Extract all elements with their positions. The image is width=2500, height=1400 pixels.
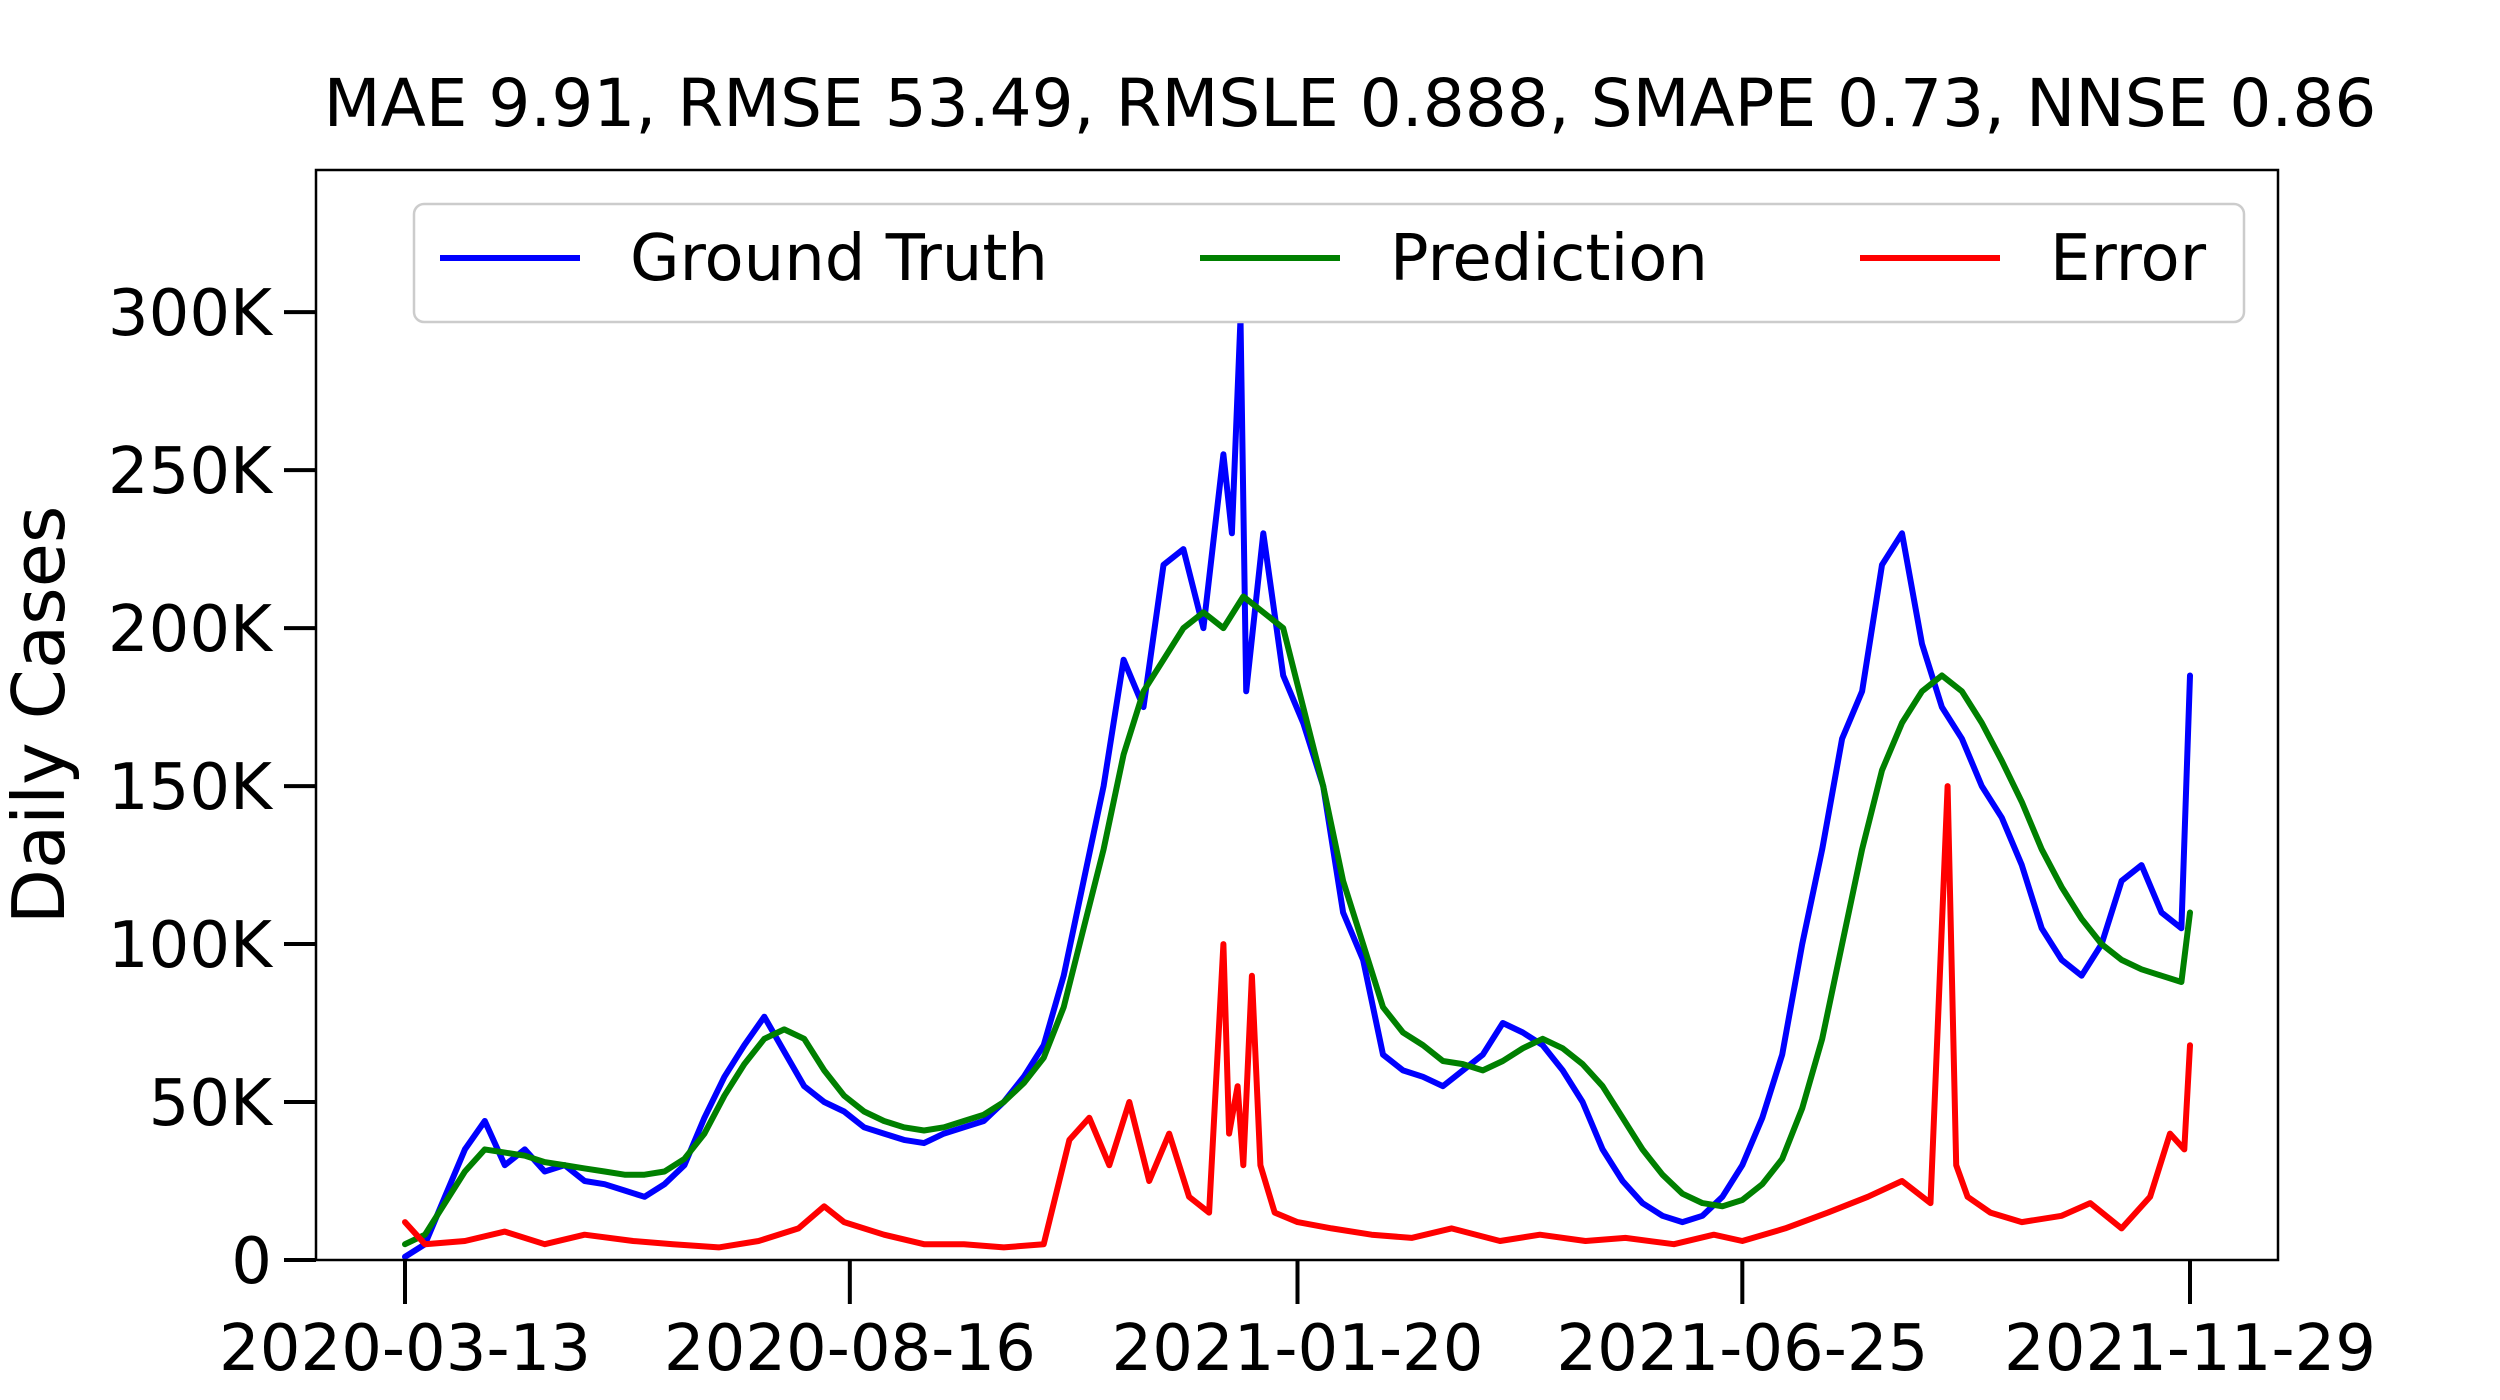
legend-label: Prediction bbox=[1390, 222, 1708, 296]
y-tick-label: 0 bbox=[231, 1225, 272, 1299]
y-tick-label: 100K bbox=[108, 909, 274, 983]
y-axis-label: Daily Cases bbox=[0, 506, 81, 925]
series-layer bbox=[402, 315, 2193, 1260]
legend-box bbox=[412, 202, 2246, 324]
y-tick-label: 50K bbox=[149, 1067, 274, 1141]
y-tick-label: 200K bbox=[108, 593, 274, 667]
chart-title: MAE 9.91, RMSE 53.49, RMSLE 0.888, SMAPE… bbox=[324, 65, 2377, 142]
legend-label: Error bbox=[2050, 222, 2207, 296]
series-line-prediction bbox=[402, 593, 2193, 1248]
x-tick-label: 2021-11-29 bbox=[2004, 1312, 2376, 1386]
y-tick-label: 250K bbox=[108, 435, 274, 509]
axes-layer: 0 50K 100K 150K 200K 250K 300K 2020-03-13 2020-0… bbox=[108, 277, 2376, 1386]
y-tick-label: 150K bbox=[108, 751, 274, 825]
series-line-error bbox=[402, 783, 2193, 1251]
x-tick-label: 2021-06-25 bbox=[1556, 1312, 1928, 1386]
legend: Ground Truth Prediction Error bbox=[412, 202, 2246, 324]
x-tick-label: 2020-03-13 bbox=[219, 1312, 591, 1386]
y-tick-label: 300K bbox=[108, 277, 274, 351]
x-tick-label: 2021-01-20 bbox=[1112, 1312, 1484, 1386]
legend-label: Ground Truth bbox=[630, 222, 1048, 296]
series-line-ground-truth bbox=[402, 315, 2193, 1260]
x-tick-label: 2020-08-16 bbox=[664, 1312, 1036, 1386]
